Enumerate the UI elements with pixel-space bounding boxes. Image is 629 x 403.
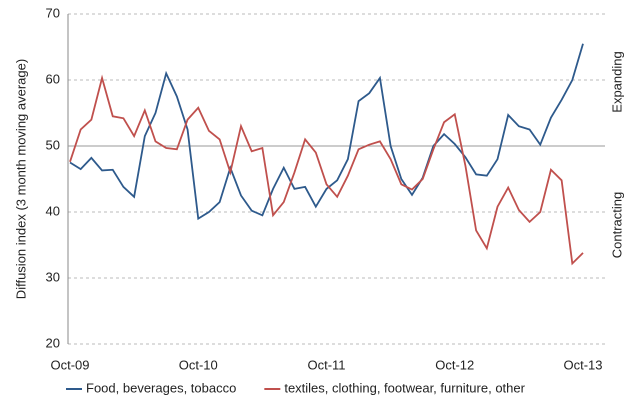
x-tick-label: Oct-13 — [563, 357, 602, 372]
x-tick-label: Oct-10 — [179, 357, 218, 372]
x-tick-label: Oct-09 — [50, 357, 89, 372]
y-tick-label: 20 — [46, 335, 60, 350]
y-tick-label: 30 — [46, 269, 60, 284]
x-tick-label: Oct-12 — [435, 357, 474, 372]
x-tick-label: Oct-11 — [307, 357, 345, 372]
series-line — [69, 74, 584, 266]
annotation: Expanding — [609, 51, 624, 112]
legend-label: textiles, clothing, footwear, furniture,… — [284, 380, 525, 395]
annotation: Contracting — [609, 192, 624, 258]
y-tick-label: 70 — [46, 5, 60, 20]
y-tick-label: 50 — [46, 137, 60, 152]
y-tick-label: 60 — [46, 71, 60, 86]
series-line — [69, 43, 584, 221]
y-tick-label: 40 — [46, 203, 60, 218]
y-axis-label: Diffusion index (3 month moving average) — [13, 59, 28, 299]
legend-label: Food, beverages, tobacco — [86, 380, 236, 395]
